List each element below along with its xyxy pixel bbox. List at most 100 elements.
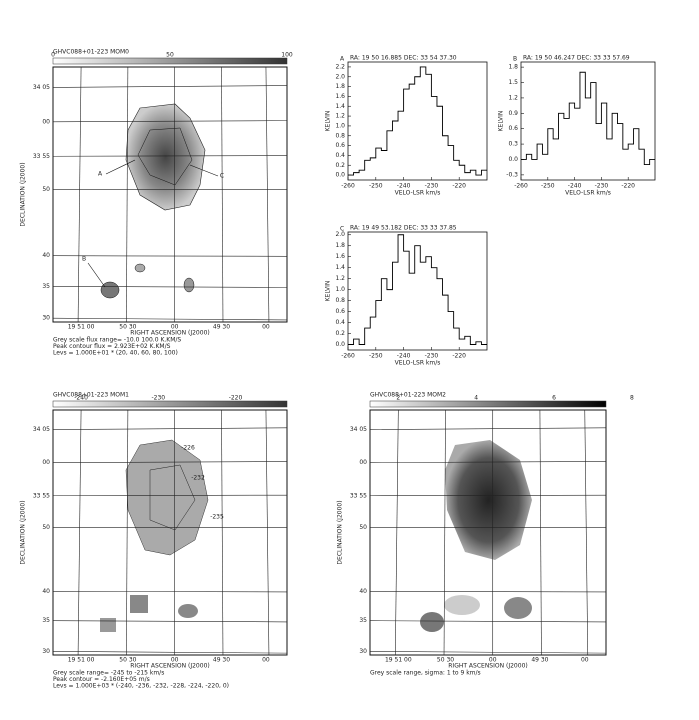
colorbar-tick-label: 4 bbox=[474, 395, 478, 402]
x-tick-label: 50 30 bbox=[119, 324, 136, 331]
y-tick-label: 1.8 bbox=[335, 242, 345, 249]
y-tick-label: 50 bbox=[42, 186, 50, 193]
y-tick-label: 0.6 bbox=[335, 308, 345, 315]
y-tick-label: 34 05 bbox=[33, 84, 50, 91]
grid-line bbox=[52, 255, 288, 257]
x-tick-label: 00 bbox=[581, 657, 589, 664]
y-tick-label: 35 bbox=[42, 283, 50, 290]
y-tick-label: 00 bbox=[42, 118, 50, 125]
y-tick-label: 1.4 bbox=[335, 103, 345, 110]
y-tick-label: 0.4 bbox=[335, 319, 345, 326]
y-tick-label: 30 bbox=[359, 648, 367, 655]
x-tick-label: 00 bbox=[171, 324, 179, 331]
y-tick-label: 1.0 bbox=[335, 122, 345, 129]
y-tick-label: 0.0 bbox=[335, 341, 345, 348]
y-tick-label: 1.8 bbox=[335, 83, 345, 90]
grid-line bbox=[77, 66, 82, 323]
grid-line bbox=[443, 409, 446, 656]
y-tick-label: 33 55 bbox=[350, 492, 367, 499]
spectrum-line bbox=[348, 234, 487, 345]
map-annotation: -235 bbox=[210, 514, 224, 521]
x-axis-label: RIGHT ASCENSION (J2000) bbox=[448, 663, 527, 670]
colorbar bbox=[52, 400, 288, 408]
spectrum-title: RA: 19 50 46.247 DEC: 33 33 57.69 bbox=[523, 55, 630, 62]
grid-line bbox=[369, 651, 607, 654]
grid-line bbox=[52, 620, 288, 623]
spectrum-line bbox=[348, 66, 487, 176]
map-caption: Peak contour = -2.160E+05 m/s bbox=[53, 676, 150, 683]
map-annotation: B bbox=[82, 256, 86, 263]
colorbar-tick-label: 2 bbox=[396, 395, 400, 402]
y-axis-label: KELVIN bbox=[325, 111, 332, 132]
grid-line bbox=[369, 494, 607, 497]
y-tick-label: 33 55 bbox=[33, 153, 50, 160]
grid-line bbox=[126, 409, 129, 656]
grid-line bbox=[395, 409, 399, 656]
y-tick-label: 40 bbox=[42, 252, 50, 259]
y-tick-label: 0.3 bbox=[508, 141, 518, 148]
colorbar-tick-label: -220 bbox=[229, 395, 243, 402]
x-tick-label: -260 bbox=[341, 353, 355, 360]
grid-line bbox=[584, 409, 589, 656]
x-axis-label: VELO-LSR km/s bbox=[565, 190, 611, 197]
y-tick-label: 0.6 bbox=[335, 142, 345, 149]
y-tick-label: 0.0 bbox=[508, 156, 518, 163]
grid-line bbox=[52, 155, 288, 157]
x-tick-label: 49 30 bbox=[213, 657, 230, 664]
y-tick-label: 2.0 bbox=[335, 73, 345, 80]
colorbar-tick-label: 100 bbox=[281, 52, 293, 59]
plot-frame bbox=[520, 61, 656, 181]
map-frame bbox=[52, 66, 288, 323]
x-tick-label: -250 bbox=[369, 353, 383, 360]
map-caption: Levs = 1.000E+01 * (20, 40, 60, 80, 100) bbox=[53, 350, 178, 357]
map-caption: Levs = 1.000E+03 * (-240, -236, -232, -2… bbox=[53, 683, 229, 690]
y-axis-label: DECLINATION (J2000) bbox=[20, 500, 27, 564]
y-tick-label: 35 bbox=[359, 617, 367, 624]
y-axis-label: KELVIN bbox=[498, 111, 505, 132]
x-tick-label: 49 30 bbox=[213, 324, 230, 331]
y-tick-label: 00 bbox=[359, 459, 367, 466]
x-tick-label: -260 bbox=[341, 183, 355, 190]
plot-frame bbox=[347, 231, 488, 351]
y-tick-label: 1.2 bbox=[508, 94, 518, 101]
y-tick-label: 1.6 bbox=[335, 253, 345, 260]
grid-line bbox=[52, 590, 288, 593]
x-tick-label: 50 30 bbox=[119, 657, 136, 664]
x-tick-label: -260 bbox=[514, 183, 528, 190]
panel-label: A bbox=[340, 56, 345, 63]
pointer-line bbox=[189, 164, 219, 177]
y-tick-label: 0.9 bbox=[508, 110, 518, 117]
grid-line bbox=[52, 317, 288, 321]
spectrum-line bbox=[521, 71, 655, 166]
y-tick-label: 50 bbox=[42, 524, 50, 531]
x-tick-label: -220 bbox=[452, 183, 466, 190]
x-tick-label: -250 bbox=[369, 183, 383, 190]
y-tick-label: 30 bbox=[42, 648, 50, 655]
map-caption: Peak contour flux = 2.923E+02 K.KM/S bbox=[53, 343, 171, 350]
y-tick-label: 34 05 bbox=[350, 426, 367, 433]
colorbar-tick-label: 0 bbox=[51, 52, 55, 59]
grid-line bbox=[77, 409, 82, 656]
x-tick-label: 50 30 bbox=[437, 657, 454, 664]
x-tick-label: -240 bbox=[397, 353, 411, 360]
x-tick-label: -220 bbox=[452, 353, 466, 360]
pointer-line bbox=[87, 262, 106, 288]
panel-label: B bbox=[513, 56, 517, 63]
grid-line bbox=[221, 66, 224, 323]
x-tick-label: -230 bbox=[425, 183, 439, 190]
y-tick-label: 0.2 bbox=[335, 162, 345, 169]
y-tick-label: 1.2 bbox=[335, 275, 345, 282]
y-tick-label: -0.3 bbox=[506, 171, 518, 178]
y-tick-label: 0.8 bbox=[335, 297, 345, 304]
x-tick-label: 19 51 00 bbox=[68, 657, 95, 664]
y-tick-label: 40 bbox=[359, 588, 367, 595]
y-tick-label: 34 05 bbox=[33, 426, 50, 433]
colorbar-tick-label: -240 bbox=[74, 395, 88, 402]
colorbar bbox=[369, 400, 607, 408]
y-tick-label: 35 bbox=[42, 617, 50, 624]
y-tick-label: 1.8 bbox=[508, 64, 518, 71]
x-tick-label: 19 51 00 bbox=[68, 324, 95, 331]
plot-frame bbox=[347, 61, 488, 181]
map-annotation: A bbox=[98, 171, 103, 178]
grid-line bbox=[369, 620, 607, 623]
